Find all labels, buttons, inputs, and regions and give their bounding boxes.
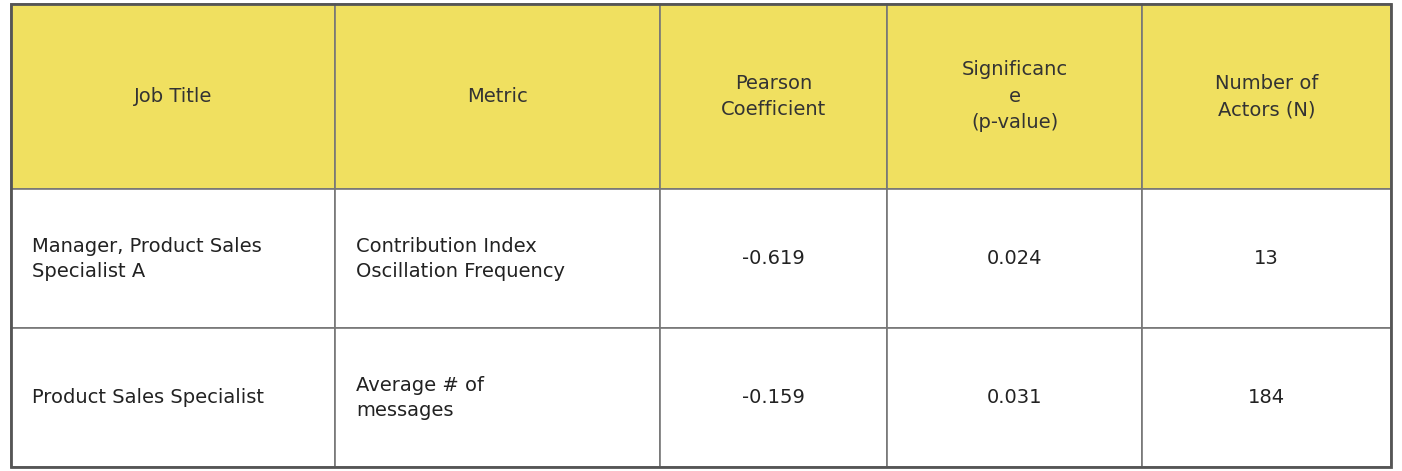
Bar: [659, 4, 887, 189]
Bar: [11, 4, 335, 189]
Bar: [335, 4, 659, 189]
Text: -0.619: -0.619: [742, 249, 805, 268]
Bar: [1143, 328, 1391, 467]
Bar: [887, 4, 1143, 189]
Text: Metric: Metric: [467, 87, 529, 106]
Bar: [335, 328, 659, 467]
Bar: [1143, 4, 1391, 189]
Text: Average # of
messages: Average # of messages: [356, 376, 485, 420]
Text: 13: 13: [1255, 249, 1279, 268]
Text: -0.159: -0.159: [742, 388, 805, 407]
Text: Number of
Actors (N): Number of Actors (N): [1216, 73, 1318, 119]
Text: Significanc
e
(p-value): Significanc e (p-value): [962, 60, 1068, 132]
Text: 0.024: 0.024: [987, 249, 1043, 268]
Bar: [11, 189, 335, 328]
Bar: [659, 328, 887, 467]
Text: Product Sales Specialist: Product Sales Specialist: [32, 388, 264, 407]
Text: 0.031: 0.031: [987, 388, 1043, 407]
Text: Manager, Product Sales
Specialist A: Manager, Product Sales Specialist A: [32, 236, 262, 281]
Bar: [11, 328, 335, 467]
Bar: [887, 328, 1143, 467]
Bar: [1143, 189, 1391, 328]
Text: Contribution Index
Oscillation Frequency: Contribution Index Oscillation Frequency: [356, 236, 565, 281]
Bar: [335, 189, 659, 328]
Bar: [659, 189, 887, 328]
Bar: [887, 189, 1143, 328]
Text: 184: 184: [1248, 388, 1286, 407]
Text: Pearson
Coefficient: Pearson Coefficient: [721, 73, 826, 119]
Text: Job Title: Job Title: [135, 87, 213, 106]
